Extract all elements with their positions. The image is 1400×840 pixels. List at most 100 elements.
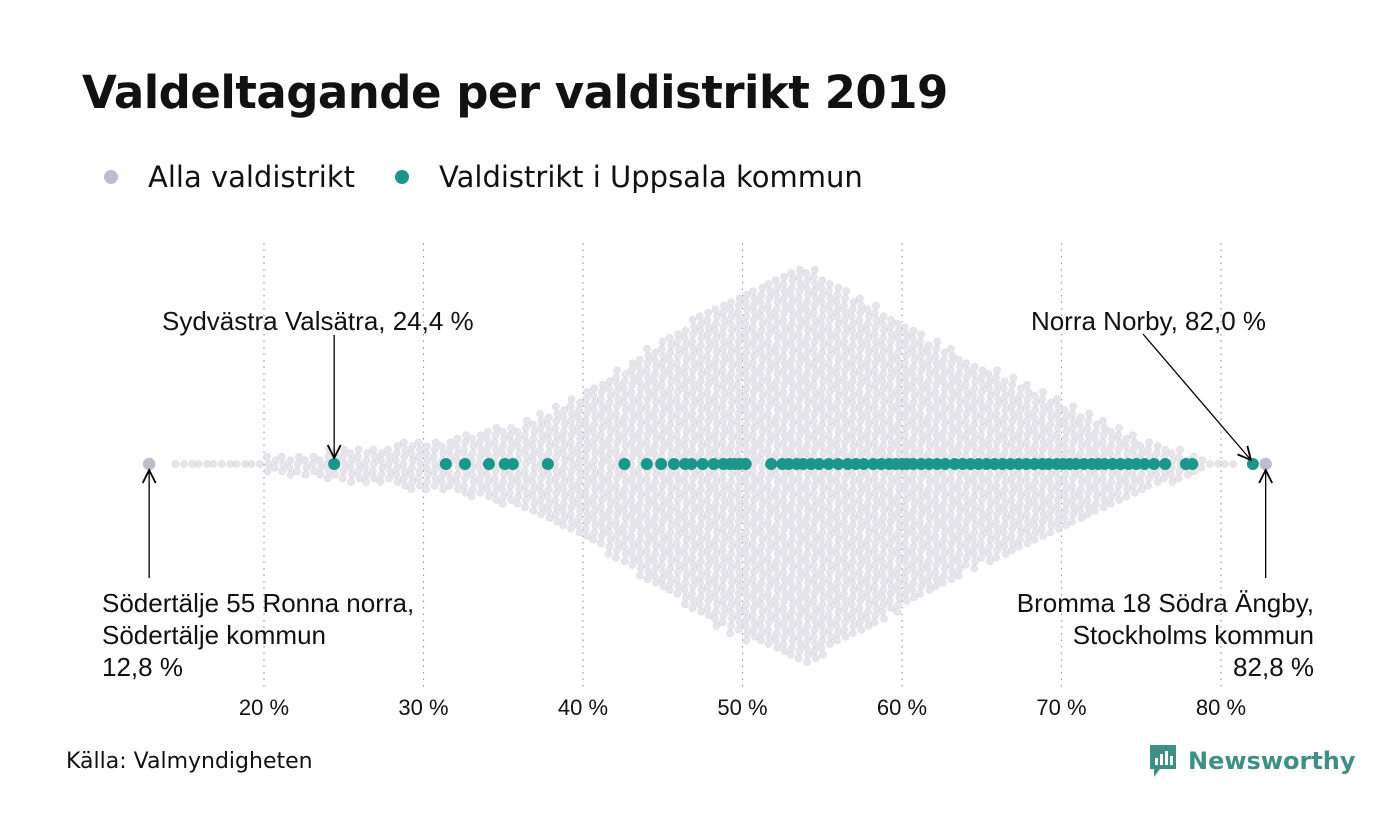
swarm-point <box>643 395 652 404</box>
swarm-point <box>1083 424 1092 432</box>
swarm-point <box>900 359 909 368</box>
swarm-point <box>658 373 667 382</box>
swarm-point <box>665 571 674 580</box>
swarm-point <box>680 586 689 594</box>
swarm-point <box>916 532 925 540</box>
swarm-point <box>1083 510 1092 519</box>
swarm-point <box>871 416 879 425</box>
swarm-point <box>1030 427 1039 436</box>
swarm-point <box>680 478 689 486</box>
swarm-point <box>361 463 370 472</box>
swarm-point <box>787 485 796 494</box>
swarm-point <box>1023 524 1031 533</box>
swarm-point <box>642 510 651 519</box>
swarm-point <box>1009 373 1018 382</box>
swarm-point <box>742 636 751 645</box>
swarm-point <box>954 499 963 508</box>
swarm-point <box>879 442 887 450</box>
swarm-point <box>1007 532 1016 540</box>
swarm-point <box>795 287 804 296</box>
swarm-point <box>833 528 841 537</box>
swarm-point <box>886 481 895 490</box>
swarm-point <box>900 323 909 332</box>
swarm-point <box>970 420 979 429</box>
swarm-point <box>301 456 309 465</box>
swarm-point <box>818 384 827 393</box>
swarm-point <box>855 532 864 540</box>
swarm-point <box>795 272 803 281</box>
swarm-point <box>567 503 576 512</box>
swarm-point <box>887 604 896 612</box>
swarm-point <box>703 438 712 447</box>
swarm-point <box>528 442 537 450</box>
swarm-point <box>742 492 751 501</box>
swarm-point <box>757 470 766 479</box>
swarm-point <box>483 485 492 494</box>
swarm-point <box>923 564 932 573</box>
swarm-point <box>1106 427 1115 436</box>
swarm-point <box>589 535 598 544</box>
swarm-point <box>947 539 956 548</box>
swarm-point <box>681 326 690 335</box>
swarm-point <box>938 434 947 443</box>
swarm-point <box>1068 424 1077 432</box>
swarm-point <box>696 341 705 350</box>
swarm-point <box>946 366 955 375</box>
swarm-point <box>681 542 690 551</box>
swarm-point <box>697 607 706 616</box>
swarm-point <box>673 424 682 432</box>
swarm-point <box>650 499 659 508</box>
annotation-ronna: Södertälje kommun <box>102 620 326 650</box>
swarm-point <box>909 470 918 479</box>
swarm-point <box>962 445 971 454</box>
swarm-point <box>643 431 652 440</box>
swarm-point <box>1061 470 1070 479</box>
swarm-point <box>727 334 735 342</box>
swarm-point <box>879 370 887 378</box>
swarm-point <box>908 370 917 378</box>
annotations: Sydvästra Valsätra, 24,4 % Norra Norby, 8… <box>102 306 1314 682</box>
swarm-point <box>401 481 410 490</box>
swarm-point <box>794 366 803 375</box>
swarm-point <box>1060 442 1069 450</box>
swarm-point <box>824 359 833 368</box>
swarm-point <box>886 589 895 598</box>
swarm-point <box>1007 424 1016 432</box>
swarm-point <box>635 557 644 566</box>
swarm-point <box>1037 524 1046 533</box>
swarm-point <box>719 344 727 353</box>
swarm-point <box>650 571 659 580</box>
swarm-point <box>970 492 979 501</box>
swarm-point <box>803 334 811 342</box>
swarm-point <box>643 380 651 389</box>
swarm-point <box>384 445 392 454</box>
swarm-point <box>734 553 743 562</box>
swarm-point <box>872 301 880 310</box>
swarm-point <box>931 510 940 519</box>
swarm-point <box>765 366 773 375</box>
swarm-point <box>354 467 363 476</box>
swarm-point <box>575 514 583 522</box>
swarm-point <box>901 409 910 418</box>
swarm-point <box>795 524 803 533</box>
swarm-point <box>803 370 811 378</box>
swarm-point <box>741 550 750 558</box>
swarm-point <box>521 496 530 504</box>
swarm-point <box>688 568 697 576</box>
swarm-point <box>833 636 841 645</box>
extreme-points <box>142 457 1272 471</box>
swarm-point <box>817 298 826 306</box>
swarm-point <box>453 434 462 443</box>
swarm-point <box>680 406 689 414</box>
swarm-point <box>1068 445 1076 454</box>
swarm-point <box>779 366 788 375</box>
swarm-point <box>393 478 402 486</box>
swarm-point <box>999 384 1008 393</box>
swarm-point <box>635 413 644 422</box>
swarm-point <box>543 492 552 501</box>
swarm-point <box>696 362 705 371</box>
swarm-point <box>429 452 438 461</box>
swarm-point <box>643 344 651 353</box>
swarm-point <box>772 434 781 443</box>
swarm-point <box>544 434 553 443</box>
